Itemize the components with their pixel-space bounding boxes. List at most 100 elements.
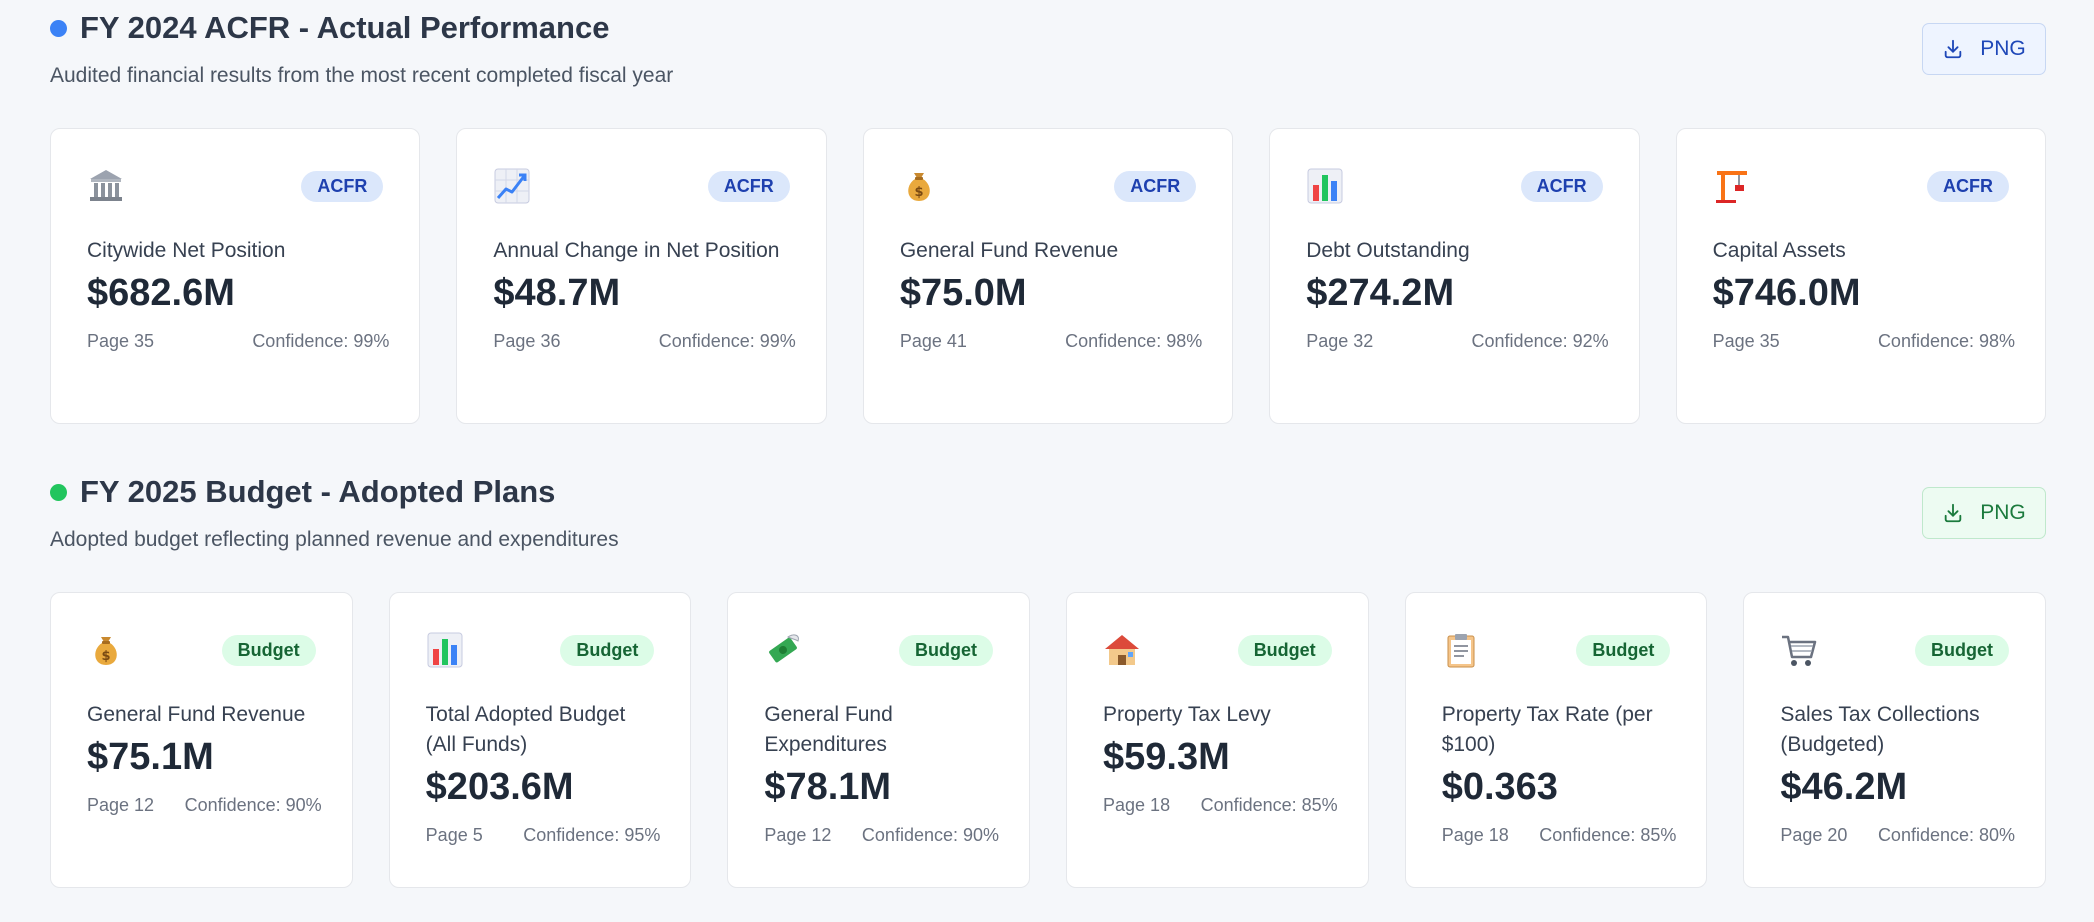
status-dot-icon [50, 19, 67, 37]
source-page: Page 12 [764, 825, 832, 845]
metric-label-block: General Fund Revenue $75.1M Page 12 Conf… [87, 700, 322, 820]
metric-card-total-adopted-budget[interactable]: Budget Total Adopted Budget (All Funds) … [388, 592, 692, 888]
metric-card-annual-change-net-position[interactable]: ACFR Annual Change in Net Position $48.7… [456, 128, 827, 424]
budget-card-grid: $ Budget General Fund Revenue $75.1M Pag… [50, 592, 2047, 888]
metric-card-property-tax-rate[interactable]: Budget Property Tax Rate (per $100) $0.3… [1404, 592, 1708, 888]
confidence-score: Confidence: 98% [1877, 331, 2016, 351]
metric-label-block: Capital Assets $746.0M Page 35 Confidenc… [1713, 236, 2015, 356]
metric-label-block: General Fund Expenditures $78.1M Page 12… [764, 700, 999, 850]
source-page: Page 12 [87, 795, 155, 815]
status-dot-icon [50, 483, 67, 501]
source-badge: ACFR [1520, 171, 1603, 202]
budget-header: FY 2025 Budget - Adopted Plans Adopted b… [50, 464, 2046, 592]
shopping-cart-icon [1782, 635, 1817, 666]
metric-label: Sales Tax Collections (Budgeted) [1780, 703, 1980, 756]
budget-export-label: PNG [1980, 501, 2026, 524]
metric-value: $203.6M [425, 766, 574, 808]
metric-value: $75.1M [87, 736, 214, 778]
source-badge: Budget [1915, 635, 2010, 666]
bar-chart-icon [427, 632, 463, 668]
metric-label: Capital Assets [1712, 239, 1846, 262]
construction-crane-icon [1715, 171, 1747, 203]
confidence-score: Confidence: 92% [1471, 331, 1609, 351]
metric-label-block: Annual Change in Net Position $48.7M Pag… [493, 236, 795, 356]
source-badge: ACFR [707, 171, 790, 202]
clipboard-icon [1447, 634, 1475, 668]
metric-value: $746.0M [1712, 272, 1861, 314]
metric-card-general-fund-expenditures[interactable]: Budget General Fund Expenditures $78.1M … [727, 592, 1031, 888]
metric-meta: Page 32 Confidence: 92% [1306, 326, 1608, 356]
metric-label: Property Tax Rate (per $100) [1441, 703, 1653, 756]
metric-label: Citywide Net Position [87, 239, 286, 262]
money-bag-icon: $ [908, 173, 930, 201]
metric-meta: Page 5 Confidence: 95% [426, 820, 661, 850]
metric-card-budget-general-fund-revenue[interactable]: $ Budget General Fund Revenue $75.1M Pag… [50, 592, 353, 888]
metric-card-capital-assets[interactable]: ACFR Capital Assets $746.0M Page 35 Conf… [1675, 128, 2047, 424]
metric-label: General Fund Revenue [87, 703, 306, 726]
acfr-title: FY 2024 ACFR - Actual Performance [50, 10, 609, 46]
metric-label: General Fund Revenue [899, 239, 1119, 262]
svg-text:$: $ [914, 185, 923, 200]
confidence-score: Confidence: 98% [1065, 331, 1203, 351]
metric-card-sales-tax-collections[interactable]: Budget Sales Tax Collections (Budgeted) … [1743, 592, 2047, 888]
money-bag-icon: $ [95, 637, 117, 665]
metric-meta: Page 20 Confidence: 80% [1780, 820, 2015, 850]
source-badge: Budget [899, 635, 994, 666]
metric-card-general-fund-revenue[interactable]: $ ACFR General Fund Revenue $75.0M Page … [862, 128, 1234, 424]
house-icon [1105, 635, 1140, 665]
source-badge: Budget [221, 635, 316, 666]
money-with-wings-icon [769, 634, 800, 663]
acfr-section: FY 2024 ACFR - Actual Performance Audite… [50, 0, 2047, 424]
source-page: Page 41 [899, 331, 967, 351]
metric-label-block: Property Tax Levy $59.3M Page 18 Confide… [1103, 700, 1338, 820]
metric-meta: Page 18 Confidence: 85% [1103, 790, 1338, 820]
budget-section: FY 2025 Budget - Adopted Plans Adopted b… [50, 464, 2047, 888]
acfr-title-text: FY 2024 ACFR - Actual Performance [80, 10, 610, 45]
download-icon [1944, 503, 1962, 523]
acfr-header: FY 2024 ACFR - Actual Performance Audite… [50, 0, 2046, 128]
source-badge: Budget [560, 635, 655, 666]
source-page: Page 18 [1103, 795, 1171, 815]
budget-title: FY 2025 Budget - Adopted Plans [50, 474, 555, 510]
svg-text:$: $ [101, 649, 110, 664]
source-badge: ACFR [1927, 171, 2010, 202]
metric-label-block: Debt Outstanding $274.2M Page 32 Confide… [1306, 236, 1608, 356]
metric-meta: Page 12 Confidence: 90% [764, 820, 999, 850]
metric-value: $78.1M [764, 766, 892, 808]
chart-increasing-icon [494, 168, 530, 204]
acfr-export-png-button[interactable]: PNG [1922, 23, 2046, 75]
metric-value: $274.2M [1306, 272, 1455, 314]
confidence-score: Confidence: 90% [184, 795, 322, 815]
metric-label-block: Property Tax Rate (per $100) $0.363 Page… [1442, 700, 1677, 850]
source-badge: ACFR [1114, 171, 1197, 202]
source-badge: Budget [1576, 635, 1671, 666]
metric-label: Annual Change in Net Position [493, 239, 780, 262]
budget-export-png-button[interactable]: PNG [1922, 487, 2046, 539]
acfr-subtitle: Audited financial results from the most … [50, 64, 674, 87]
metric-meta: Page 36 Confidence: 99% [493, 326, 795, 356]
confidence-score: Confidence: 99% [658, 331, 796, 351]
confidence-score: Confidence: 99% [252, 331, 390, 351]
metric-card-property-tax-levy[interactable]: Budget Property Tax Levy $59.3M Page 18 … [1066, 592, 1369, 888]
confidence-score: Confidence: 80% [1877, 825, 2016, 845]
metric-label: Total Adopted Budget (All Funds) [425, 703, 626, 756]
source-page: Page 5 [425, 825, 483, 845]
metric-value: $46.2M [1780, 766, 1908, 808]
metric-meta: Page 12 Confidence: 90% [87, 790, 322, 820]
metric-label-block: Total Adopted Budget (All Funds) $203.6M… [426, 700, 661, 850]
metric-label: General Fund Expenditures [764, 703, 893, 756]
metric-meta: Page 41 Confidence: 98% [900, 326, 1202, 356]
metric-label-block: Citywide Net Position $682.6M Page 35 Co… [87, 236, 389, 356]
source-page: Page 35 [1712, 331, 1780, 351]
budget-title-text: FY 2025 Budget - Adopted Plans [80, 474, 556, 509]
metric-card-citywide-net-position[interactable]: ACFR Citywide Net Position $682.6M Page … [50, 128, 421, 424]
metric-value: $682.6M [87, 272, 235, 314]
download-icon [1944, 39, 1962, 59]
metric-label: Debt Outstanding [1306, 239, 1470, 262]
metric-meta: Page 35 Confidence: 99% [87, 326, 389, 356]
source-page: Page 18 [1441, 825, 1509, 845]
confidence-score: Confidence: 90% [861, 825, 1000, 845]
source-page: Page 32 [1306, 331, 1374, 351]
metric-card-debt-outstanding[interactable]: ACFR Debt Outstanding $274.2M Page 32 Co… [1269, 128, 1640, 424]
source-badge: ACFR [301, 171, 384, 202]
